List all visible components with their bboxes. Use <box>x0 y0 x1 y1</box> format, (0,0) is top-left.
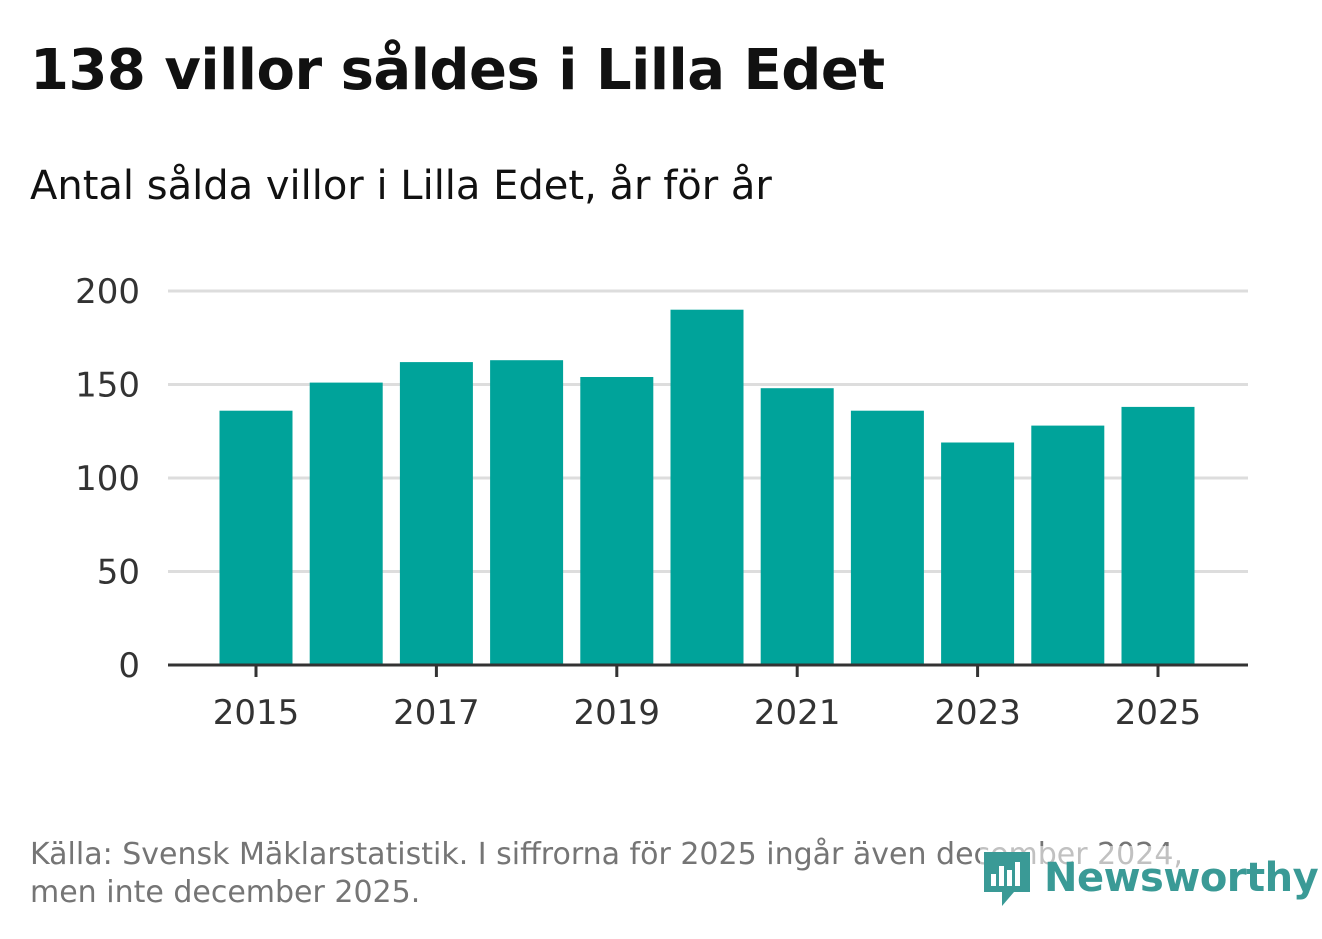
bar-2017 <box>399 362 473 665</box>
x-tick-label-2015: 2015 <box>213 693 300 733</box>
y-tick-label-50: 50 <box>97 553 140 593</box>
bar-2015 <box>219 410 293 665</box>
bar-2021 <box>760 388 834 665</box>
x-axis-labels: 2015 2017 2019 2021 2023 2025 <box>213 693 1202 733</box>
bar-2025 <box>1121 406 1195 665</box>
y-axis-labels: 0 50 100 150 200 <box>75 272 140 686</box>
newsworthy-logo-icon <box>984 852 1030 906</box>
x-tick-label-2025: 2025 <box>1115 693 1202 733</box>
y-tick-label-200: 200 <box>75 272 140 312</box>
x-tick-label-2023: 2023 <box>934 693 1021 733</box>
bar-2023 <box>941 442 1015 665</box>
x-axis <box>168 663 1248 677</box>
bar-2020 <box>670 309 744 665</box>
bar-2019 <box>580 377 654 665</box>
bar-2018 <box>490 360 564 665</box>
bar-2016 <box>309 382 383 665</box>
chart-title: 138 villor såldes i Lilla Edet <box>30 38 885 103</box>
chart-subtitle: Antal sålda villor i Lilla Edet, år för … <box>30 163 772 209</box>
newsworthy-wordmark: Newsworthy <box>1044 855 1319 901</box>
bars <box>219 309 1195 665</box>
x-tick-label-2019: 2019 <box>574 693 661 733</box>
y-tick-label-0: 0 <box>118 646 140 686</box>
bar-2022 <box>850 410 924 665</box>
x-tick-label-2017: 2017 <box>393 693 480 733</box>
bar-2024 <box>1031 425 1105 665</box>
newsworthy-logo: Newsworthy <box>980 846 1319 910</box>
y-tick-label-100: 100 <box>75 459 140 499</box>
source-note-line-2: men inte december 2025. <box>30 875 421 910</box>
x-tick-label-2021: 2021 <box>754 693 841 733</box>
y-tick-label-150: 150 <box>75 366 140 406</box>
